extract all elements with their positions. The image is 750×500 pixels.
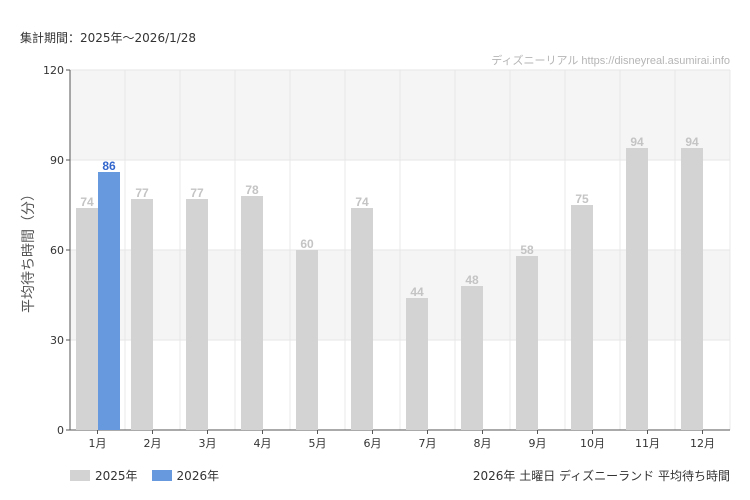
data-label-2025: 78 <box>245 183 259 197</box>
y-tick-label: 60 <box>50 244 64 257</box>
bar-2025 <box>241 196 263 430</box>
y-tick-label: 0 <box>57 424 64 437</box>
data-label-2025: 94 <box>630 135 644 149</box>
legend-label-2026: 2026年 <box>176 469 220 483</box>
data-label-2025: 75 <box>575 192 589 206</box>
data-label-2025: 77 <box>190 186 204 200</box>
period-label: 集計期間：2025年～2026/1/28 <box>20 31 197 45</box>
chart-footer-title: 2026年 土曜日 ディズニーランド 平均待ち時間 <box>472 469 730 483</box>
x-tick-label: 10月 <box>580 437 605 450</box>
data-label-2025: 74 <box>355 195 369 209</box>
x-tick-label: 3月 <box>199 437 217 450</box>
y-tick-label: 30 <box>50 334 64 347</box>
legend-item-2026[interactable]: 2026年 <box>151 467 220 484</box>
bar-2025 <box>351 208 373 430</box>
data-label-2025: 60 <box>300 237 314 251</box>
x-tick-label: 6月 <box>364 437 382 450</box>
x-tick-label: 5月 <box>309 437 327 450</box>
bar-2025 <box>626 148 648 430</box>
x-tick-label: 8月 <box>474 437 492 450</box>
data-label-2025: 77 <box>135 186 149 200</box>
legend-swatch-2025 <box>70 470 90 481</box>
bar-2025 <box>131 199 153 430</box>
legend-item-2025[interactable]: 2025年 <box>70 467 138 484</box>
y-tick-label: 120 <box>43 64 64 77</box>
x-tick-label: 7月 <box>419 437 437 450</box>
bar-2025 <box>516 256 538 430</box>
bar-2025 <box>571 205 593 430</box>
x-tick-label: 4月 <box>254 437 272 450</box>
x-tick-label: 2月 <box>144 437 162 450</box>
data-label-2025: 58 <box>520 243 534 257</box>
x-tick-label: 12月 <box>690 437 715 450</box>
data-label-2025: 74 <box>80 195 94 209</box>
bar-2025 <box>76 208 98 430</box>
bar-2025 <box>296 250 318 430</box>
bar-2026 <box>98 172 120 430</box>
legend: 2025年 2026年 <box>70 467 219 484</box>
x-tick-label: 9月 <box>529 437 547 450</box>
data-label-2025: 44 <box>410 285 424 299</box>
data-label-2026: 86 <box>102 159 116 173</box>
bar-2025 <box>681 148 703 430</box>
data-label-2025: 48 <box>465 273 479 287</box>
data-label-2025: 94 <box>685 135 699 149</box>
y-tick-label: 90 <box>50 154 64 167</box>
x-tick-label: 11月 <box>635 437 660 450</box>
x-tick-label: 1月 <box>89 437 107 450</box>
bar-2025 <box>461 286 483 430</box>
legend-label-2025: 2025年 <box>95 469 138 483</box>
credit-text: ディズニーリアル https://disneyreal.asumirai.inf… <box>491 55 730 67</box>
legend-swatch-2026 <box>151 470 172 481</box>
bar-2025 <box>406 298 428 430</box>
y-axis-title: 平均待ち時間（分） <box>21 187 37 313</box>
bar-2025 <box>186 199 208 430</box>
